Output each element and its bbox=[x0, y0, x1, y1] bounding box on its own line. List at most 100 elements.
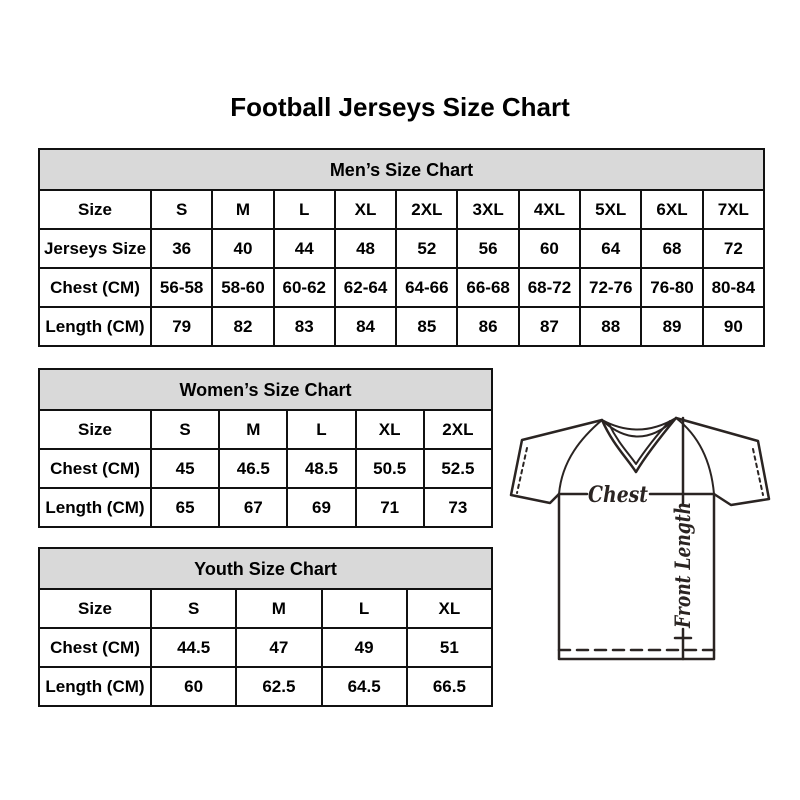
value-cell: 3XL bbox=[456, 189, 520, 230]
value-cell: 65 bbox=[149, 487, 221, 528]
value-cell: L bbox=[286, 409, 357, 450]
value-cell: 52.5 bbox=[422, 448, 494, 489]
value-cell: 71 bbox=[354, 487, 425, 528]
jersey-diagram: Chest Front Length bbox=[509, 416, 771, 661]
section-header-row: Men’s Size Chart bbox=[38, 148, 765, 191]
value-cell: 85 bbox=[395, 306, 459, 347]
jersey-left-sleeve-outline bbox=[509, 418, 604, 505]
value-cell: 64 bbox=[579, 228, 643, 269]
value-cell: 47 bbox=[235, 627, 323, 668]
value-cell: XL bbox=[405, 588, 494, 629]
jersey-collar-outer-v bbox=[600, 416, 678, 474]
jersey-right-cuff-stitch bbox=[752, 448, 764, 496]
section-header-row: Women’s Size Chart bbox=[38, 368, 493, 411]
value-cell: 90 bbox=[701, 306, 766, 347]
value-cell: 80-84 bbox=[701, 267, 766, 308]
value-cell: 46.5 bbox=[218, 448, 289, 489]
value-cell: 82 bbox=[211, 306, 275, 347]
value-cell: 84 bbox=[333, 306, 398, 347]
value-cell: 62-64 bbox=[333, 267, 398, 308]
row-header-cell: Chest (CM) bbox=[38, 627, 152, 668]
value-cell: 66.5 bbox=[405, 666, 494, 707]
value-cell: 44.5 bbox=[149, 627, 238, 668]
jersey-body-outline bbox=[557, 492, 716, 661]
value-cell: 76-80 bbox=[640, 267, 704, 308]
mens-table-title: Men’s Size Chart bbox=[38, 148, 765, 191]
table-row: Length (CM) 60 62.5 64.5 66.5 bbox=[38, 666, 494, 707]
value-cell: XL bbox=[333, 189, 398, 230]
jersey-left-armhole-seam bbox=[558, 419, 603, 495]
jersey-collar-back-arc-upper bbox=[601, 417, 677, 431]
value-cell: 40 bbox=[211, 228, 275, 269]
table-row: Chest (CM) 56-58 58-60 60-62 62-64 64-66 66-68… bbox=[38, 267, 766, 308]
page-title: Football Jerseys Size Chart bbox=[230, 92, 570, 122]
table-row: Chest (CM) 45 46.5 48.5 50.5 52.5 bbox=[38, 448, 494, 489]
row-header-cell: Size bbox=[38, 588, 152, 629]
value-cell: 49 bbox=[320, 627, 408, 668]
value-cell: 58-60 bbox=[211, 267, 275, 308]
value-cell: 60 bbox=[517, 228, 582, 269]
value-cell: 50.5 bbox=[354, 448, 425, 489]
row-header-cell: Length (CM) bbox=[38, 306, 152, 347]
table-row: Length (CM) 79 82 83 84 85 86 87 88 89 90 bbox=[38, 306, 766, 347]
youth-table-title: Youth Size Chart bbox=[38, 547, 493, 590]
value-cell: 60 bbox=[149, 666, 238, 707]
value-cell: 64-66 bbox=[395, 267, 459, 308]
row-header-cell: Chest (CM) bbox=[38, 448, 152, 489]
value-cell: 67 bbox=[218, 487, 289, 528]
table-row: Size S M L XL 2XL 3XL 4XL 5XL 6XL 7XL bbox=[38, 189, 766, 230]
womens-table-body: Size S M L XL 2XL Chest (CM) 45 46.5 48.5 50.5 52.5… bbox=[38, 409, 494, 528]
value-cell: S bbox=[149, 588, 238, 629]
jersey-right-armhole-seam bbox=[675, 417, 715, 495]
value-cell: 88 bbox=[579, 306, 643, 347]
value-cell: 68 bbox=[640, 228, 704, 269]
value-cell: 56-58 bbox=[149, 267, 214, 308]
value-cell: 79 bbox=[149, 306, 214, 347]
front-length-measure-line bbox=[673, 416, 693, 661]
value-cell: M bbox=[211, 189, 275, 230]
womens-table-title: Women’s Size Chart bbox=[38, 368, 493, 411]
value-cell: 64.5 bbox=[320, 666, 408, 707]
value-cell: 2XL bbox=[395, 189, 459, 230]
value-cell: 69 bbox=[286, 487, 357, 528]
youth-size-table: Youth Size Chart Size S M L XL Chest (CM) 44.5… bbox=[38, 547, 494, 707]
chest-label: Chest bbox=[588, 482, 648, 508]
jersey-left-cuff-stitch bbox=[516, 447, 528, 494]
row-header-cell: Length (CM) bbox=[38, 666, 152, 707]
value-cell: S bbox=[149, 189, 214, 230]
table-row: Size S M L XL bbox=[38, 588, 494, 629]
jersey-right-sleeve-outline bbox=[674, 416, 771, 507]
value-cell: M bbox=[235, 588, 323, 629]
value-cell: 44 bbox=[272, 228, 336, 269]
value-cell: 73 bbox=[422, 487, 494, 528]
table-row: Size S M L XL 2XL bbox=[38, 409, 494, 450]
table-row: Length (CM) 65 67 69 71 73 bbox=[38, 487, 494, 528]
table-row: Jerseys Size 36 40 44 48 52 56 60 64 68 72 bbox=[38, 228, 766, 269]
value-cell: L bbox=[272, 189, 336, 230]
value-cell: 6XL bbox=[640, 189, 704, 230]
section-header-row: Youth Size Chart bbox=[38, 547, 493, 590]
value-cell: 60-62 bbox=[272, 267, 336, 308]
value-cell: 72-76 bbox=[579, 267, 643, 308]
row-header-cell: Size bbox=[38, 189, 152, 230]
value-cell: 83 bbox=[272, 306, 336, 347]
value-cell: 36 bbox=[149, 228, 214, 269]
jersey-collar-inner-v bbox=[608, 420, 671, 465]
value-cell: 87 bbox=[517, 306, 582, 347]
value-cell: 62.5 bbox=[235, 666, 323, 707]
value-cell: 51 bbox=[405, 627, 494, 668]
value-cell: 86 bbox=[456, 306, 520, 347]
mens-table-body: Size S M L XL 2XL 3XL 4XL 5XL 6XL 7XL Jerseys Size 3… bbox=[38, 189, 766, 347]
value-cell: 89 bbox=[640, 306, 704, 347]
value-cell: 48 bbox=[333, 228, 398, 269]
row-header-cell: Chest (CM) bbox=[38, 267, 152, 308]
value-cell: 56 bbox=[456, 228, 520, 269]
value-cell: XL bbox=[354, 409, 425, 450]
value-cell: S bbox=[149, 409, 221, 450]
value-cell: 52 bbox=[395, 228, 459, 269]
row-header-cell: Jerseys Size bbox=[38, 228, 152, 269]
value-cell: 7XL bbox=[701, 189, 766, 230]
value-cell: L bbox=[320, 588, 408, 629]
value-cell: 45 bbox=[149, 448, 221, 489]
